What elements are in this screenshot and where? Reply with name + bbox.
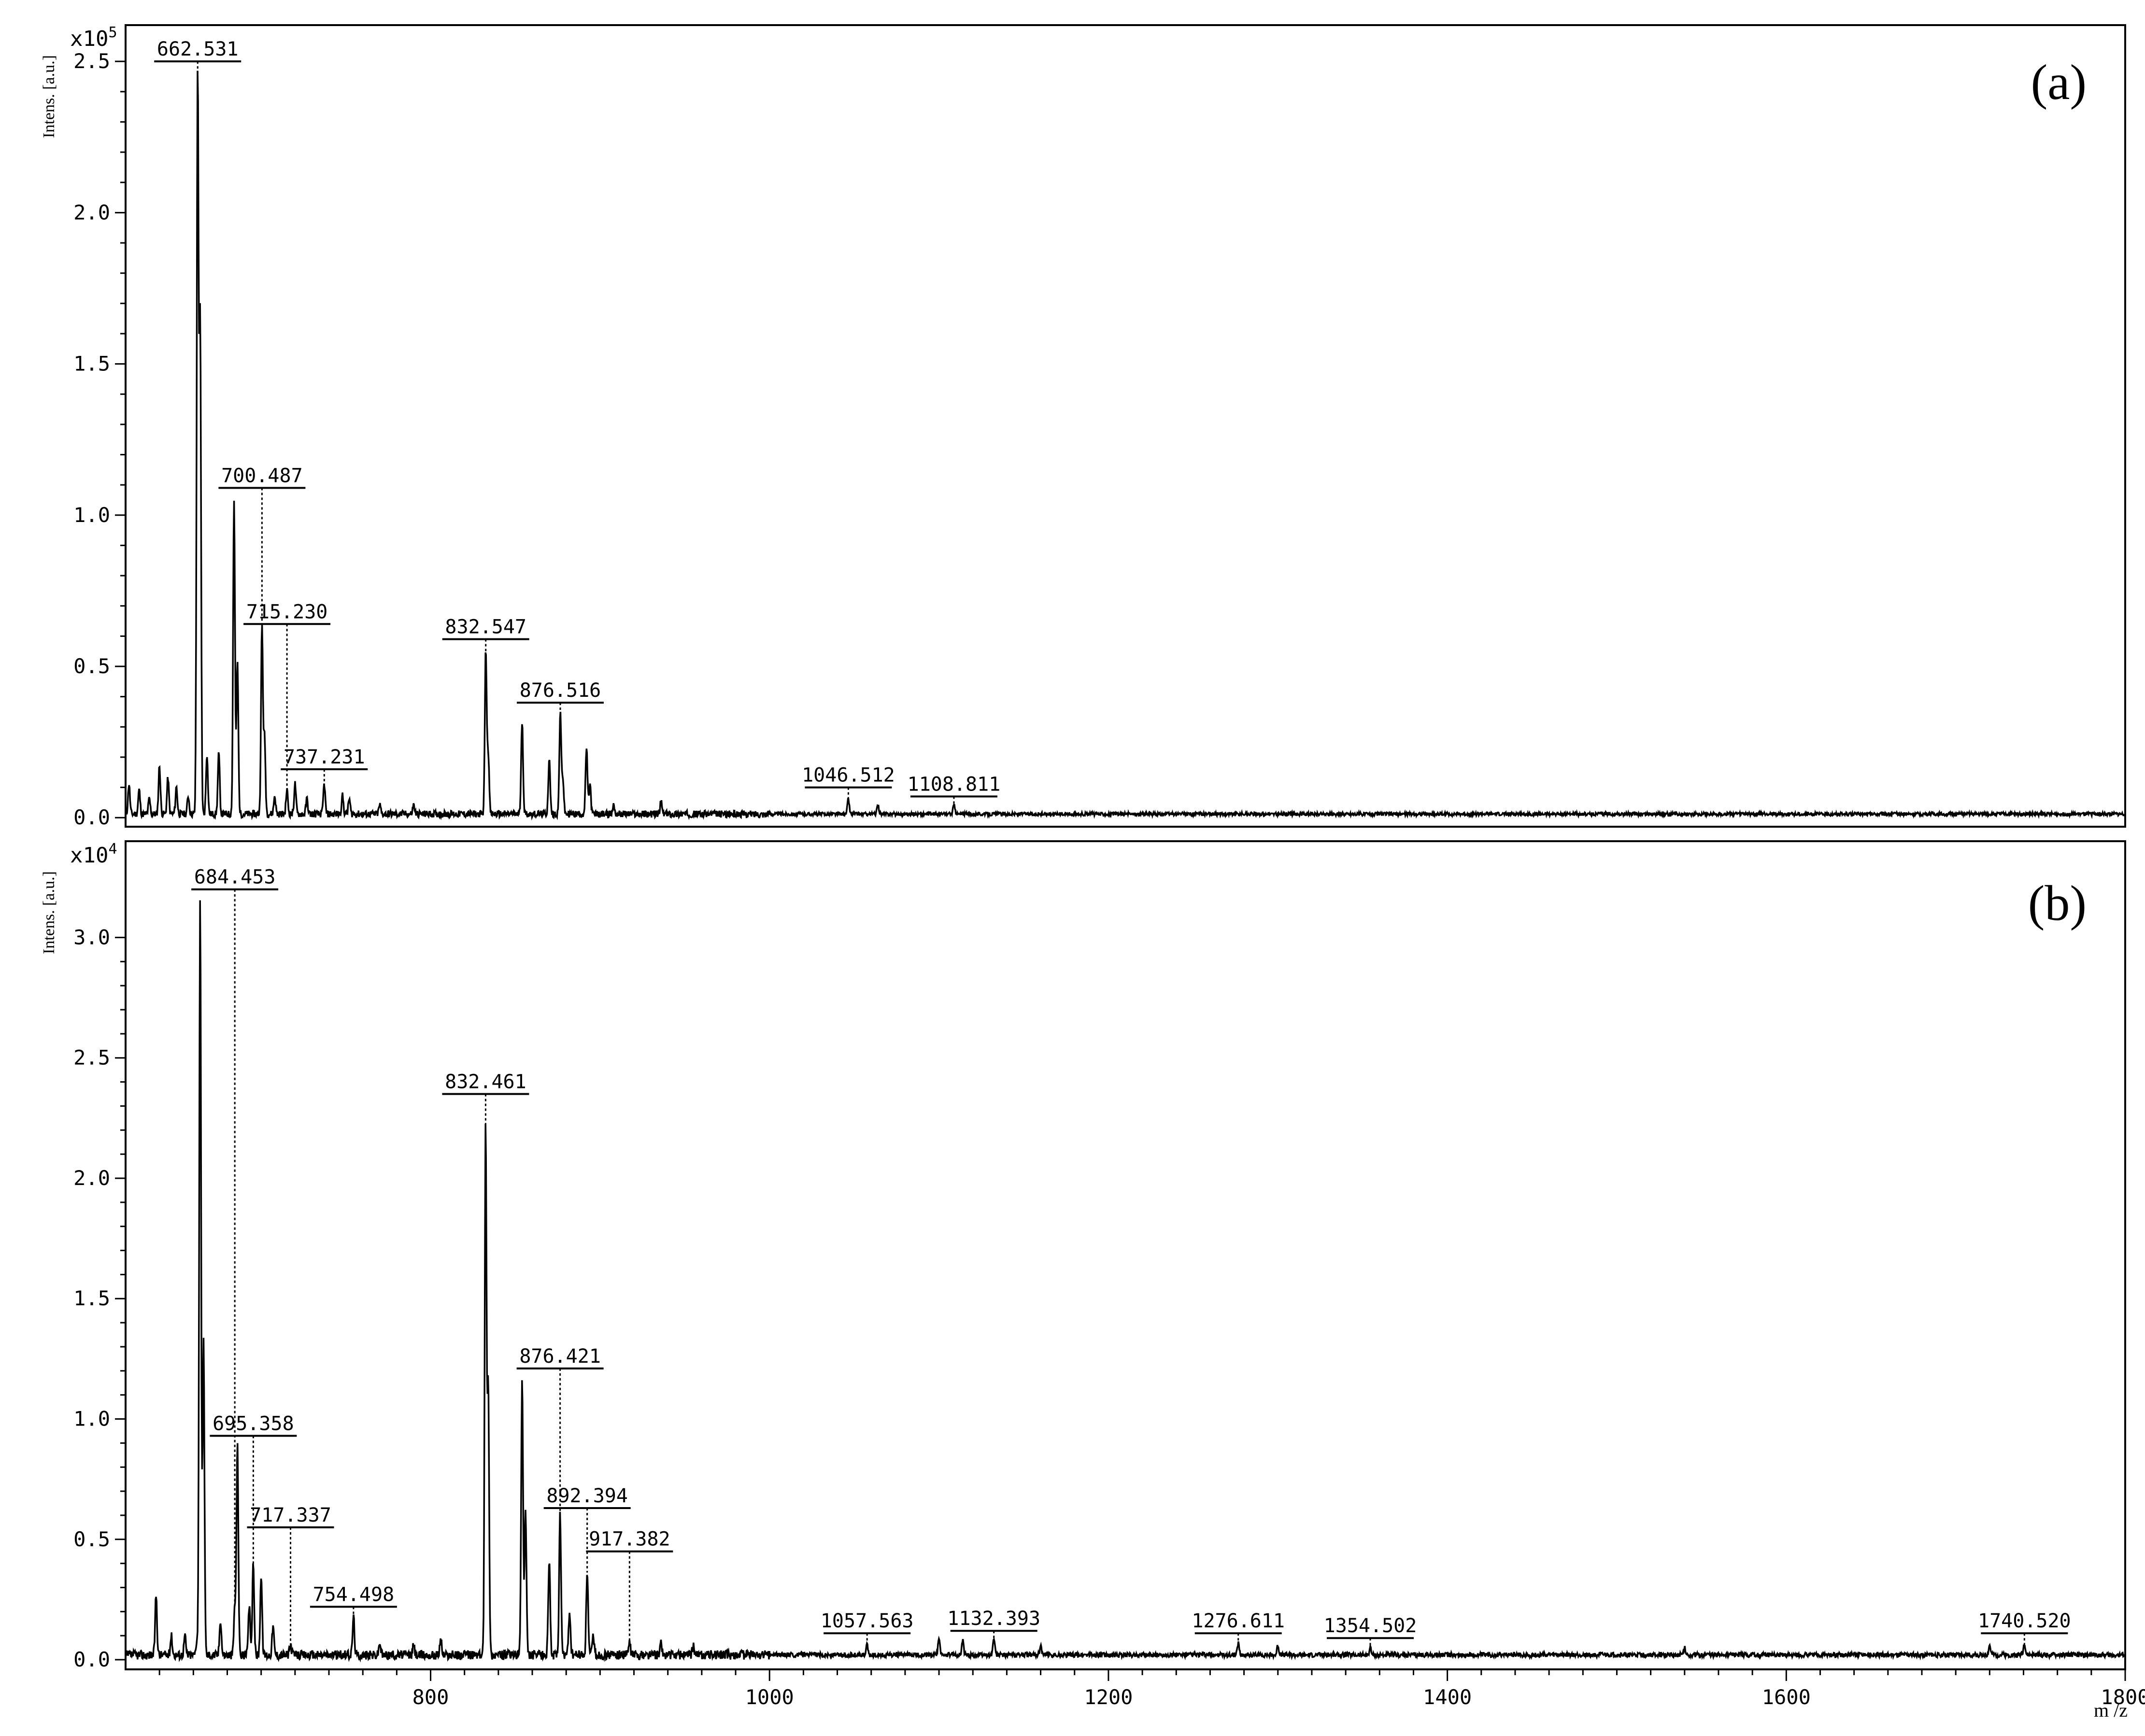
peak-label: 1276.611 [1192, 1610, 1285, 1632]
panel-b-annotations: 684.453 832.461 876.421 695.358 892.394 717.3… [191, 866, 2071, 1650]
y-tick-label: 2.0 [73, 200, 110, 224]
panel-b-y-multiplier: x104 [70, 841, 117, 868]
panel-a-annotations: 662.531 700.487 715.230 737.231 832.547 876.5… [154, 38, 1001, 806]
x-axis-label: m /z [2094, 1699, 2128, 1721]
peak-label: 1132.393 [947, 1608, 1040, 1630]
spectrum-trace-b [125, 900, 2126, 1663]
peak-label: 662.531 [157, 38, 239, 60]
peak-annotation: 1132.393 [947, 1608, 1040, 1640]
peak-label: 1354.502 [1324, 1615, 1417, 1637]
y-tick-label: 1.0 [73, 1407, 110, 1431]
peak-annotation: 737.231 [281, 746, 368, 785]
panel-b-frame [125, 840, 2126, 1670]
y-tick-label: 1.0 [73, 503, 110, 527]
peak-annotation: 662.531 [154, 38, 241, 77]
y-tick-label: 0.0 [73, 805, 110, 829]
peak-annotation: 876.421 [516, 1345, 604, 1517]
peak-annotation: 1046.512 [802, 764, 895, 800]
panel-b-y-axis-label: Intens. [a.u.] [40, 871, 58, 954]
y-tick-label: 0.0 [73, 1648, 110, 1671]
peak-label: 695.358 [213, 1412, 294, 1435]
peak-label: 917.382 [589, 1528, 670, 1551]
panel-b: 0.0 0.5 1.0 1.5 2.0 2.5 3.0 684.453 832.461 876.… [40, 840, 2126, 1671]
peak-label: 754.498 [313, 1583, 395, 1606]
spectrum-trace-a [125, 71, 2126, 821]
peak-annotation: 832.461 [442, 1071, 529, 1128]
peak-annotation: 892.394 [543, 1485, 631, 1573]
peak-annotation: 715.230 [243, 601, 331, 791]
peak-annotation: 1057.563 [821, 1610, 914, 1648]
panel-a-label: (a) [2031, 55, 2087, 110]
peak-label: 717.337 [250, 1504, 331, 1526]
x-tick-label: 1600 [1762, 1685, 1811, 1709]
peak-annotation: 717.337 [247, 1504, 334, 1648]
y-tick-label: 2.5 [73, 1046, 110, 1070]
peak-label: 832.461 [445, 1071, 526, 1093]
panel-a-spectrum [125, 71, 2126, 821]
peak-label: 832.547 [445, 616, 526, 638]
y-tick-label: 2.0 [73, 1166, 110, 1190]
peak-label: 876.421 [519, 1345, 601, 1368]
peak-annotation: 876.516 [516, 679, 604, 715]
panel-a: 0.0 0.5 1.0 1.5 2.0 2.5 662.531 700.487 715.230… [40, 24, 2126, 829]
x-tick-label: 1000 [745, 1685, 794, 1709]
peak-annotation: 754.498 [310, 1583, 397, 1619]
x-tick-label: 1200 [1084, 1685, 1133, 1709]
y-tick-label: 2.5 [73, 49, 110, 73]
peak-annotation: 695.358 [210, 1412, 297, 1566]
peak-annotation: 1354.502 [1324, 1615, 1417, 1650]
peak-label: 715.230 [246, 601, 328, 623]
panel-b-y-axis-ticks: 0.0 0.5 1.0 1.5 2.0 2.5 3.0 [73, 925, 126, 1671]
panel-a-y-multiplier: x105 [70, 24, 117, 51]
peak-label: 700.487 [221, 465, 303, 487]
panel-a-y-axis-label: Intens. [a.u.] [40, 55, 58, 138]
peak-label: 1740.520 [1978, 1610, 2071, 1632]
y-tick-label: 0.5 [73, 654, 110, 678]
peak-annotation: 917.382 [586, 1528, 673, 1645]
x-tick-label: 1800 [2101, 1685, 2145, 1709]
x-axis: 800 1000 1200 1400 1600 1800 [158, 1669, 2145, 1709]
peak-label: 737.231 [284, 746, 365, 768]
x-tick-label: 1400 [1423, 1685, 1472, 1709]
y-tick-label: 1.5 [73, 1286, 110, 1310]
peak-annotation: 1740.520 [1978, 1610, 2071, 1645]
panel-a-frame [125, 24, 2126, 828]
y-tick-label: 1.5 [73, 352, 110, 376]
peak-annotation: 1276.611 [1192, 1610, 1285, 1645]
peak-label: 892.394 [546, 1485, 628, 1507]
peak-label: 1108.811 [908, 773, 1001, 795]
peak-annotation: 1108.811 [908, 773, 1001, 806]
peak-label: 1046.512 [802, 764, 895, 787]
panel-b-spectrum [125, 900, 2126, 1663]
peak-annotation: 700.487 [218, 465, 306, 627]
peak-annotation: 684.453 [191, 866, 279, 1609]
peak-label: 684.453 [194, 866, 276, 889]
panel-b-label: (b) [2028, 875, 2087, 931]
peak-label: 1057.563 [821, 1610, 914, 1632]
panel-a-y-axis-ticks: 0.0 0.5 1.0 1.5 2.0 2.5 [73, 49, 126, 829]
peak-annotation: 832.547 [442, 616, 529, 651]
x-tick-label: 800 [412, 1685, 449, 1709]
y-tick-label: 0.5 [73, 1527, 110, 1551]
peak-label: 876.516 [520, 679, 601, 702]
y-tick-label: 3.0 [73, 925, 110, 949]
